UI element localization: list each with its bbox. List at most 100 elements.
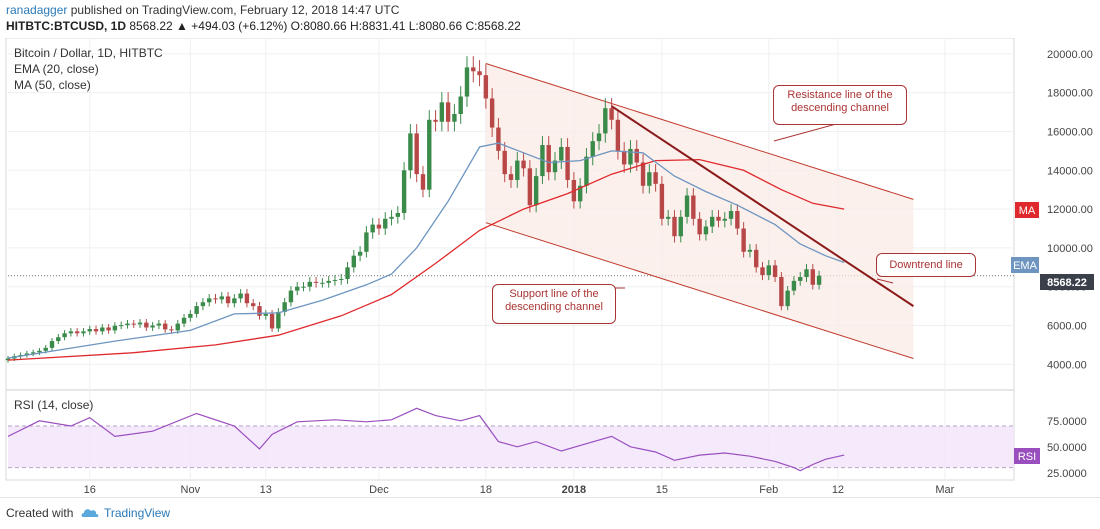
candle [351,250,357,273]
candle [496,118,501,160]
candle-body [772,265,778,278]
x-tick-label: Feb [759,484,778,496]
candle [754,244,759,273]
candle [703,220,709,241]
candle-body [112,325,118,331]
candle-body [326,280,331,283]
tradingview-brand-link[interactable]: TradingView [104,506,171,520]
candle-body [640,162,646,186]
candle-body [106,327,111,331]
candle-body [590,141,595,157]
rsi-line [7,407,845,472]
rsi-badge [1014,448,1040,464]
candle-body [81,331,86,334]
candle [502,142,507,183]
legend-title: Bitcoin / Dollar, 1D, HITBTC [14,46,163,60]
downtrend-callout-pointer [876,278,894,284]
candle [357,246,363,262]
support-annotation: Support line of the descending channel [492,284,616,324]
candle [684,188,690,224]
candle [489,88,495,138]
candle [106,324,111,334]
rsi-tick-label: 50.0000 [1047,442,1087,454]
y-tick-label: 18000.00 [1047,88,1093,100]
candle [408,124,413,179]
candle [238,289,243,303]
candle-body [741,228,746,252]
candle [288,286,294,307]
candle-body [188,313,193,318]
author-link[interactable]: ranadagger [6,3,68,17]
candle-body [288,290,294,303]
candle [741,222,746,258]
candle-body [621,150,627,165]
y-tick-label: 6000.00 [1047,321,1087,333]
support-line [485,222,914,360]
resistance-line [485,63,914,200]
candle [225,292,231,308]
x-tick-label: Dec [369,484,389,496]
candle-body [401,170,407,213]
candle [722,212,727,228]
candle-body [785,290,790,307]
ema-badge [1011,257,1039,273]
candle [521,152,526,177]
candle [49,338,55,351]
downtrend-line [611,105,914,307]
rsi-badge-label: RSI [1018,451,1036,463]
candle-body [603,108,608,134]
chart-header: ranadagger published on TradingView.com,… [0,0,1100,38]
candle-body [56,337,61,342]
candle [24,350,30,358]
candle-body [816,275,822,285]
candle-body [200,302,206,307]
candle-body [489,98,495,128]
candle-body [779,277,784,307]
x-tick-label: 12 [832,484,844,496]
candle-body [521,160,526,169]
candle-body [408,133,413,171]
candle-body [483,75,489,99]
candle-body [766,265,771,276]
candle [307,277,312,292]
candle-body [628,148,633,165]
candle-body [439,102,445,122]
candle-body [351,255,357,268]
candle-body [118,325,124,327]
candle-body [5,358,11,361]
candle [100,324,105,335]
candle-body [181,317,187,324]
symbol-label: HITBTC:BTCUSD, 1D [6,19,126,33]
y-tick-label: 4000.00 [1047,359,1087,371]
price-chart[interactable]: 16 Nov 13 Dec 18 2018 15 Feb 12 Mar 20000.00 18000.… [0,38,1100,497]
candle [653,164,658,192]
candle-body [791,280,797,291]
candle-body [251,303,256,307]
candle-body [471,67,476,72]
candle [345,262,350,284]
candle [452,104,457,132]
candle [395,206,401,224]
candle [672,210,677,243]
candle [383,212,388,235]
candle-body [691,195,696,219]
candle [207,294,212,307]
candle-body [527,168,533,206]
candle-body [295,286,300,291]
candle [175,320,180,334]
candle [678,210,683,243]
candle-body [477,71,482,76]
y-tick-label: 14000.00 [1047,165,1093,177]
candle-body [798,277,803,281]
candle-body [37,350,42,353]
candle [339,274,344,285]
candle-body [427,119,432,190]
candle-body [125,323,130,326]
candle [370,218,375,239]
candle-body [659,183,665,219]
x-tick-label: 18 [480,484,492,496]
ema-line [7,142,845,359]
candle-body [647,172,652,186]
candle [320,278,325,288]
candle-body [263,313,268,316]
